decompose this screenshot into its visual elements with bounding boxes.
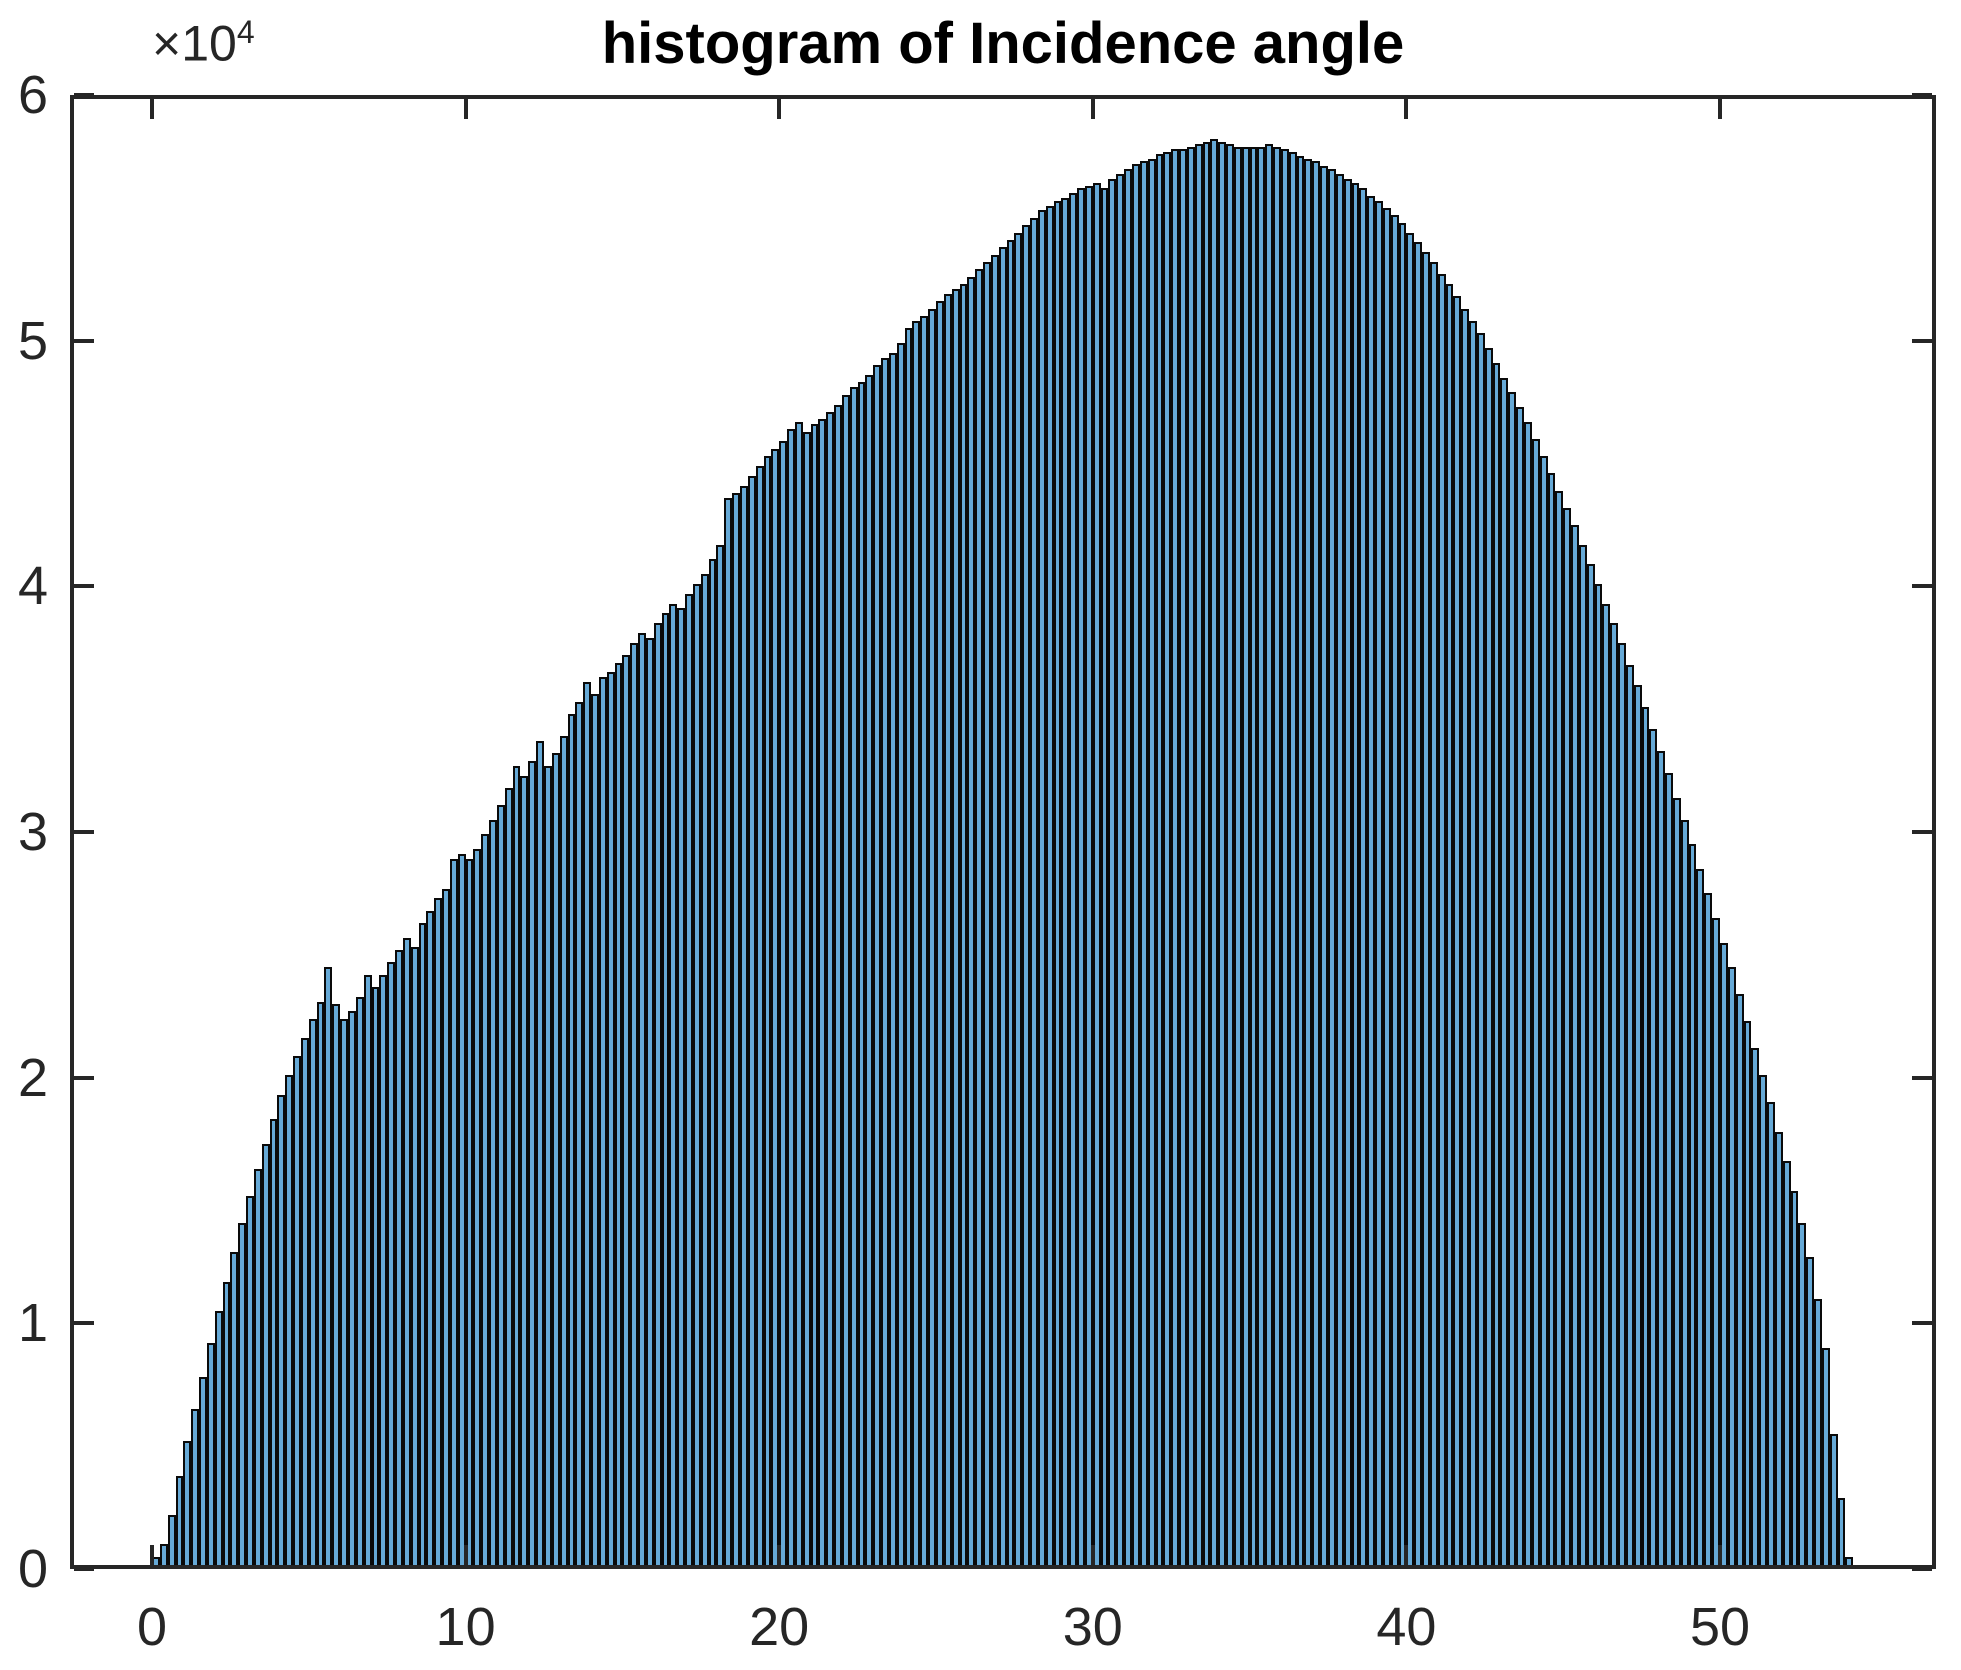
x-tick-label: 0 bbox=[136, 1597, 168, 1657]
x-tick-label: 50 bbox=[1689, 1597, 1751, 1657]
exponent-base: ×10 bbox=[152, 15, 237, 72]
axes-frame bbox=[70, 95, 1936, 1569]
x-tick-label: 40 bbox=[1376, 1597, 1437, 1657]
plot-area bbox=[70, 93, 1936, 1571]
x-tick-label: 20 bbox=[749, 1597, 810, 1657]
y-tick-label: 0 bbox=[17, 1539, 48, 1599]
y-tick-label: 6 bbox=[17, 65, 48, 125]
chart-title: histogram of Incidence angle bbox=[601, 11, 1405, 76]
y-tick-label: 3 bbox=[17, 802, 48, 862]
y-tick-label: 1 bbox=[17, 1293, 48, 1354]
bars-layer bbox=[70, 95, 1936, 1569]
exponent-power: 4 bbox=[236, 14, 255, 50]
y-tick-label: 2 bbox=[17, 1047, 48, 1108]
y-tick-label: 5 bbox=[17, 310, 48, 371]
y-tick-label: 4 bbox=[17, 556, 48, 617]
y-axis-exponent-label: ×104 bbox=[152, 14, 255, 73]
x-tick-label: 30 bbox=[1062, 1597, 1123, 1657]
x-tick-label: 10 bbox=[435, 1597, 496, 1657]
